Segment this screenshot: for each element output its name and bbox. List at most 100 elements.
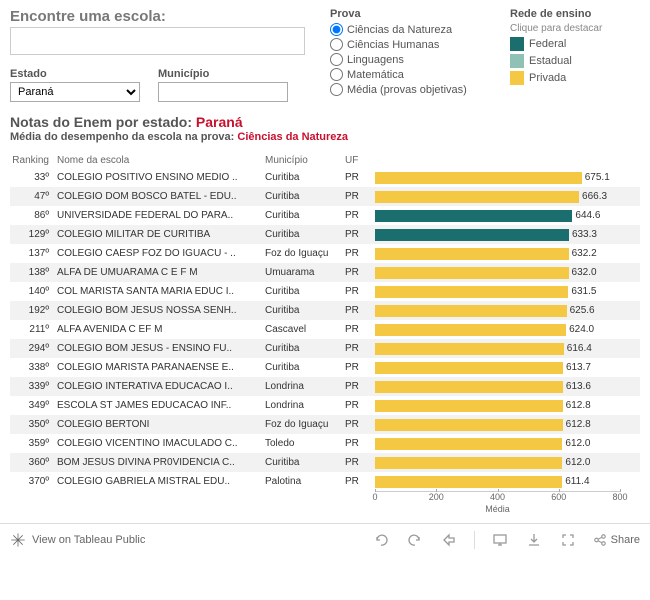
axis-tick: 800 (612, 492, 627, 502)
bar-value: 613.6 (566, 380, 591, 394)
bar-cell: 631.5 (375, 285, 640, 299)
name-cell: COL MARISTA SANTA MARIA EDUC I.. (55, 286, 265, 297)
prova-option-label: Ciências da Natureza (347, 24, 452, 36)
uf-cell: PR (345, 457, 375, 468)
table-row[interactable]: 140ºCOL MARISTA SANTA MARIA EDUC I..Curi… (10, 282, 640, 301)
table-row[interactable]: 33ºCOLEGIO POSITIVO ENSINO MEDIO ..Curit… (10, 168, 640, 187)
presentation-icon[interactable] (491, 531, 509, 549)
bar-cell: 616.4 (375, 342, 640, 356)
legend-item[interactable]: Estadual (510, 54, 650, 68)
axis-tick: 0 (372, 492, 377, 502)
legend-item[interactable]: Privada (510, 71, 650, 85)
table-row[interactable]: 211ºALFA AVENIDA C EF MCascavelPR624.0 (10, 320, 640, 339)
bar (375, 457, 562, 469)
bar (375, 286, 568, 298)
mun-cell: Curitiba (265, 191, 345, 202)
bar-cell: 632.2 (375, 247, 640, 261)
table-row[interactable]: 137ºCOLEGIO CAESP FOZ DO IGUACU - ..Foz … (10, 244, 640, 263)
estado-select[interactable]: Paraná (10, 82, 140, 102)
table-row[interactable]: 359ºCOLEGIO VICENTINO IMACULADO C..Toled… (10, 434, 640, 453)
bar-value: 612.0 (565, 456, 590, 470)
table-row[interactable]: 350ºCOLEGIO BERTONIFoz do IguaçuPR612.8 (10, 415, 640, 434)
reset-icon[interactable] (440, 531, 458, 549)
uf-cell: PR (345, 267, 375, 278)
undo-icon[interactable] (372, 531, 390, 549)
rank-cell: 192º (10, 305, 55, 316)
name-cell: COLEGIO MARISTA PARANAENSE E.. (55, 362, 265, 373)
bar-value: 633.3 (572, 228, 597, 242)
municipio-input[interactable] (158, 82, 288, 102)
prova-option[interactable]: Ciências Humanas (330, 38, 490, 51)
legend-swatch (510, 71, 524, 85)
rede-subtitle: Clique para destacar (510, 23, 650, 34)
uf-cell: PR (345, 229, 375, 240)
uf-cell: PR (345, 191, 375, 202)
bar (375, 381, 563, 393)
mun-cell: Curitiba (265, 457, 345, 468)
rank-cell: 360º (10, 457, 55, 468)
table-row[interactable]: 129ºCOLEGIO MILITAR DE CURITIBACuritibaP… (10, 225, 640, 244)
table-row[interactable]: 138ºALFA DE UMUARAMA C E F MUmuaramaPR63… (10, 263, 640, 282)
axis-tick: 600 (551, 492, 566, 502)
table-row[interactable]: 339ºCOLEGIO INTERATIVA EDUCACAO I..Londr… (10, 377, 640, 396)
name-cell: COLEGIO BOM JESUS NOSSA SENH.. (55, 305, 265, 316)
bar-value: 644.6 (575, 209, 600, 223)
mun-cell: Palotina (265, 476, 345, 487)
table-row[interactable]: 294ºCOLEGIO BOM JESUS - ENSINO FU..Curit… (10, 339, 640, 358)
prova-option[interactable]: Média (provas objetivas) (330, 83, 490, 96)
table-row[interactable]: 47ºCOLEGIO DOM BOSCO BATEL - EDU..Curiti… (10, 187, 640, 206)
rede-title: Rede de ensino (510, 8, 650, 20)
table-row[interactable]: 360ºBOM JESUS DIVINA PR0VIDENCIA C..Curi… (10, 453, 640, 472)
prova-radio[interactable] (330, 83, 343, 96)
table-row[interactable]: 192ºCOLEGIO BOM JESUS NOSSA SENH..Curiti… (10, 301, 640, 320)
legend-item[interactable]: Federal (510, 37, 650, 51)
legend-swatch (510, 37, 524, 51)
prova-option-label: Linguagens (347, 54, 404, 66)
uf-cell: PR (345, 305, 375, 316)
bar-value: 612.8 (566, 418, 591, 432)
table-row[interactable]: 370ºCOLEGIO GABRIELA MISTRAL EDU..Paloti… (10, 472, 640, 491)
bar (375, 229, 569, 241)
view-on-tableau-link[interactable]: View on Tableau Public (32, 534, 145, 546)
bar-cell: 612.0 (375, 456, 640, 470)
search-input[interactable] (10, 27, 305, 55)
legend-label: Privada (529, 72, 566, 84)
prova-radio[interactable] (330, 68, 343, 81)
mun-cell: Foz do Iguaçu (265, 248, 345, 259)
prova-option[interactable]: Ciências da Natureza (330, 23, 490, 36)
bar-value: 611.4 (565, 475, 589, 489)
mun-cell: Curitiba (265, 172, 345, 183)
rank-cell: 140º (10, 286, 55, 297)
name-cell: ALFA DE UMUARAMA C E F M (55, 267, 265, 278)
rank-cell: 349º (10, 400, 55, 411)
name-cell: COLEGIO CAESP FOZ DO IGUACU - .. (55, 248, 265, 259)
uf-cell: PR (345, 476, 375, 487)
rank-cell: 137º (10, 248, 55, 259)
download-icon[interactable] (525, 531, 543, 549)
uf-cell: PR (345, 438, 375, 449)
table-row[interactable]: 338ºCOLEGIO MARISTA PARANAENSE E..Curiti… (10, 358, 640, 377)
prova-radio[interactable] (330, 38, 343, 51)
uf-cell: PR (345, 362, 375, 373)
table-row[interactable]: 349ºESCOLA ST JAMES EDUCACAO INF..Londri… (10, 396, 640, 415)
prova-radio[interactable] (330, 23, 343, 36)
rank-cell: 86º (10, 210, 55, 221)
rank-cell: 138º (10, 267, 55, 278)
mun-cell: Curitiba (265, 343, 345, 354)
prova-radio[interactable] (330, 53, 343, 66)
fullscreen-icon[interactable] (559, 531, 577, 549)
municipio-label: Município (158, 68, 288, 80)
redo-icon[interactable] (406, 531, 424, 549)
mun-cell: Foz do Iguaçu (265, 419, 345, 430)
prova-option[interactable]: Matemática (330, 68, 490, 81)
bar-cell: 611.4 (375, 475, 640, 489)
mun-cell: Umuarama (265, 267, 345, 278)
share-button[interactable]: Share (593, 533, 640, 547)
prova-option-label: Ciências Humanas (347, 39, 439, 51)
legend-label: Federal (529, 38, 566, 50)
table-row[interactable]: 86ºUNIVERSIDADE FEDERAL DO PARA..Curitib… (10, 206, 640, 225)
prova-option[interactable]: Linguagens (330, 53, 490, 66)
prova-option-label: Matemática (347, 69, 404, 81)
uf-cell: PR (345, 381, 375, 392)
bar-cell: 612.0 (375, 437, 640, 451)
